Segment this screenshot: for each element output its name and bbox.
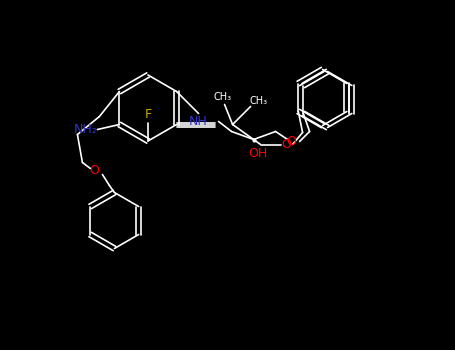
Text: CH₃: CH₃ bbox=[249, 96, 268, 105]
Text: O: O bbox=[90, 164, 99, 177]
Text: NH: NH bbox=[189, 115, 208, 128]
Text: NH₂: NH₂ bbox=[74, 123, 97, 136]
Text: CH₃: CH₃ bbox=[213, 91, 232, 102]
Text: O: O bbox=[287, 135, 297, 148]
Text: O: O bbox=[282, 138, 292, 151]
Text: F: F bbox=[144, 108, 152, 121]
Text: OH: OH bbox=[248, 147, 267, 160]
